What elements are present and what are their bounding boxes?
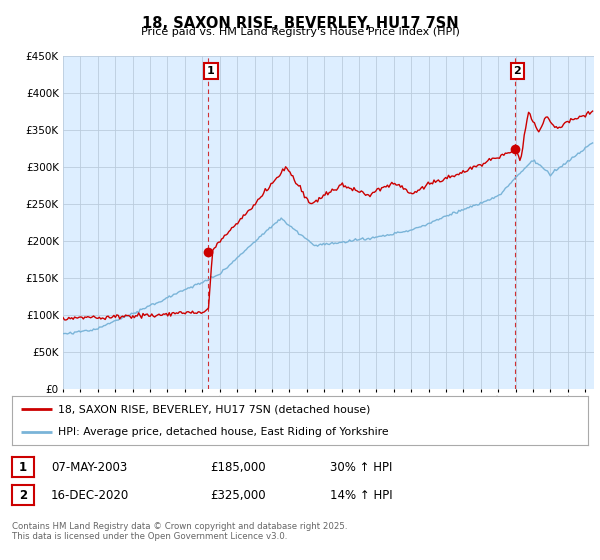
Text: £185,000: £185,000 [210, 460, 266, 474]
Text: 18, SAXON RISE, BEVERLEY, HU17 7SN: 18, SAXON RISE, BEVERLEY, HU17 7SN [142, 16, 458, 31]
Text: HPI: Average price, detached house, East Riding of Yorkshire: HPI: Average price, detached house, East… [58, 427, 389, 437]
Text: 30% ↑ HPI: 30% ↑ HPI [330, 460, 392, 474]
Text: 14% ↑ HPI: 14% ↑ HPI [330, 488, 392, 502]
Text: 1: 1 [207, 66, 215, 76]
Text: Contains HM Land Registry data © Crown copyright and database right 2025.
This d: Contains HM Land Registry data © Crown c… [12, 522, 347, 542]
Text: 07-MAY-2003: 07-MAY-2003 [51, 460, 127, 474]
Text: Price paid vs. HM Land Registry's House Price Index (HPI): Price paid vs. HM Land Registry's House … [140, 27, 460, 37]
Text: 2: 2 [19, 488, 27, 502]
Text: 1: 1 [19, 460, 27, 474]
Text: £325,000: £325,000 [210, 488, 266, 502]
Text: 2: 2 [514, 66, 521, 76]
Text: 18, SAXON RISE, BEVERLEY, HU17 7SN (detached house): 18, SAXON RISE, BEVERLEY, HU17 7SN (deta… [58, 404, 370, 414]
Text: 16-DEC-2020: 16-DEC-2020 [51, 488, 129, 502]
